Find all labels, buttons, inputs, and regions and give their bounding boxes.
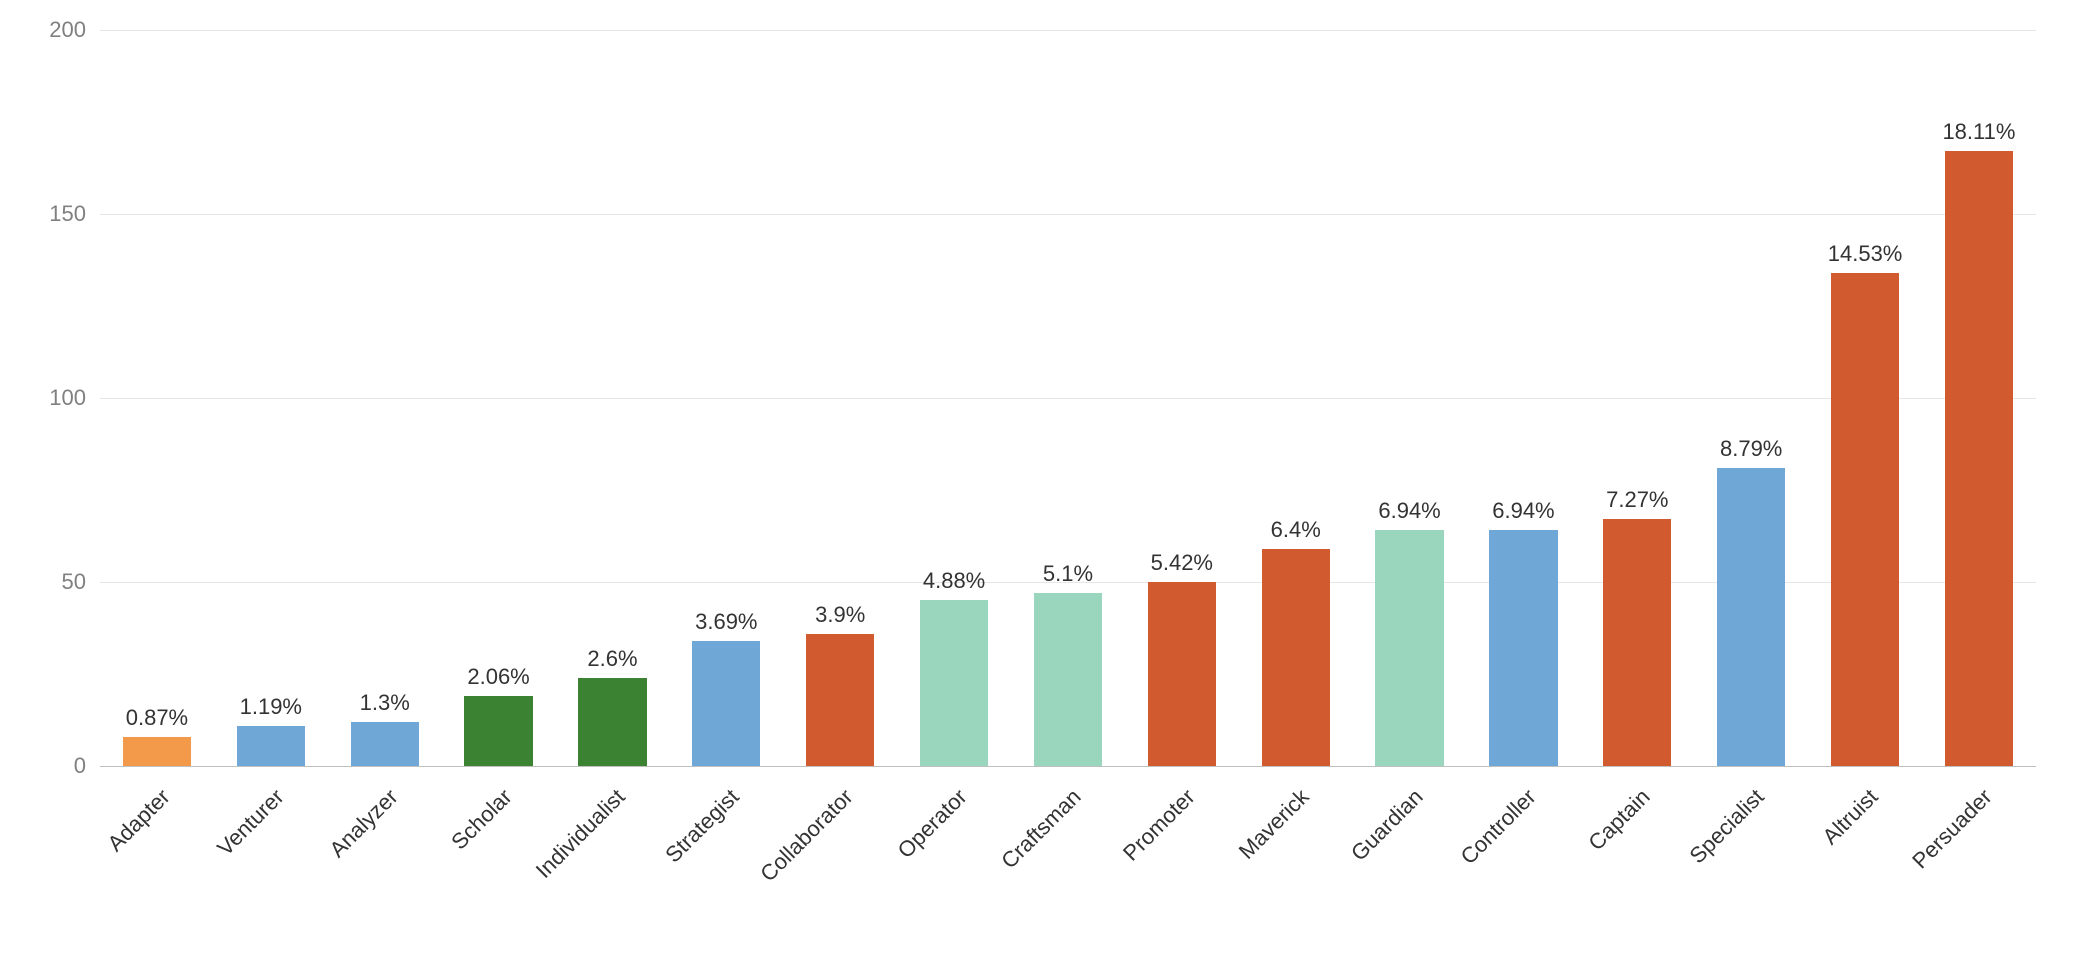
bar-slot: 7.27% (1580, 30, 1694, 766)
x-category-label: Individualist (531, 784, 631, 884)
bar-value-label: 2.6% (587, 646, 637, 678)
bar: 2.06% (464, 696, 532, 766)
bar-slot: 5.1% (1011, 30, 1125, 766)
x-category-label: Altruist (1818, 784, 1884, 850)
bar-value-label: 8.79% (1720, 436, 1782, 468)
bar-slot: 18.11% (1922, 30, 2036, 766)
bar-slot: 4.88% (897, 30, 1011, 766)
x-category-label: Controller (1456, 784, 1542, 870)
bar-value-label: 4.88% (923, 568, 985, 600)
bar-slot: 2.6% (556, 30, 670, 766)
bar-slot: 2.06% (442, 30, 556, 766)
x-category-label: Operator (893, 784, 973, 864)
bar: 0.87% (123, 737, 191, 766)
x-category-label: Guardian (1346, 784, 1428, 866)
bar-slot: 5.42% (1125, 30, 1239, 766)
x-category-label: Craftsman (996, 784, 1086, 874)
bar: 14.53% (1831, 273, 1899, 766)
bar: 6.94% (1375, 530, 1443, 766)
bar: 6.4% (1262, 549, 1330, 766)
y-tick-label: 50 (62, 569, 100, 595)
bar-slot: 6.94% (1467, 30, 1581, 766)
bar-value-label: 6.4% (1271, 517, 1321, 549)
x-category-label: Collaborator (755, 784, 858, 887)
bar-value-label: 18.11% (1942, 119, 2015, 151)
x-category-label: Promoter (1118, 784, 1200, 866)
bar-value-label: 3.9% (815, 602, 865, 634)
bar: 7.27% (1603, 519, 1671, 766)
bar-value-label: 1.19% (240, 694, 302, 726)
bar-value-label: 14.53% (1828, 241, 1903, 273)
bar: 3.69% (692, 641, 760, 766)
x-category-label: Venturer (212, 784, 289, 861)
bar-slot: 3.69% (669, 30, 783, 766)
bar: 3.9% (806, 634, 874, 766)
x-category-label: Scholar (446, 784, 517, 855)
gridline (100, 766, 2036, 767)
bar-value-label: 5.1% (1043, 561, 1093, 593)
x-category-label: Strategist (661, 784, 745, 868)
bar: 2.6% (578, 678, 646, 766)
bar: 6.94% (1489, 530, 1557, 766)
bar: 1.19% (237, 726, 305, 766)
bar: 1.3% (351, 722, 419, 766)
bar-slot: 6.4% (1239, 30, 1353, 766)
bar-value-label: 7.27% (1606, 487, 1668, 519)
bar-value-label: 2.06% (467, 664, 529, 696)
x-category-label: Analyzer (324, 784, 403, 863)
bar-value-label: 6.94% (1378, 498, 1440, 530)
bars-container: 0.87% 1.19% 1.3% 2.06% 2.6% 3.69% 3.9% 4.88% 5.1… (100, 30, 2036, 766)
y-tick-label: 150 (49, 201, 100, 227)
bar-slot: 1.3% (328, 30, 442, 766)
bar-slot: 6.94% (1353, 30, 1467, 766)
bar-value-label: 5.42% (1151, 550, 1213, 582)
x-category-label: Adapter (102, 784, 175, 857)
bar-chart: 0 50 100 150 200 0.87% 1.19% 1.3% 2.06% 2.6% 3.69%… (0, 0, 2076, 966)
bar-slot: 1.19% (214, 30, 328, 766)
x-category-label: Specialist (1685, 784, 1770, 869)
bar: 8.79% (1717, 468, 1785, 766)
bar-value-label: 6.94% (1492, 498, 1554, 530)
bar-slot: 14.53% (1808, 30, 1922, 766)
bar: 5.1% (1034, 593, 1102, 766)
bar-value-label: 0.87% (126, 705, 188, 737)
x-category-label: Captain (1584, 784, 1656, 856)
bar-slot: 3.9% (783, 30, 897, 766)
bar-slot: 8.79% (1694, 30, 1808, 766)
x-category-label: Maverick (1233, 784, 1314, 865)
bar-value-label: 1.3% (360, 690, 410, 722)
bar-slot: 0.87% (100, 30, 214, 766)
y-tick-label: 100 (49, 385, 100, 411)
bar: 18.11% (1945, 151, 2013, 766)
y-tick-label: 0 (74, 753, 100, 779)
bar-value-label: 3.69% (695, 609, 757, 641)
y-tick-label: 200 (49, 17, 100, 43)
bar: 4.88% (920, 600, 988, 766)
bar: 5.42% (1148, 582, 1216, 766)
x-category-label: Persuader (1907, 784, 1997, 874)
plot-area: 0501001502000.87%1.19%1.3%2.06%2.6%3.69%… (100, 30, 2036, 766)
